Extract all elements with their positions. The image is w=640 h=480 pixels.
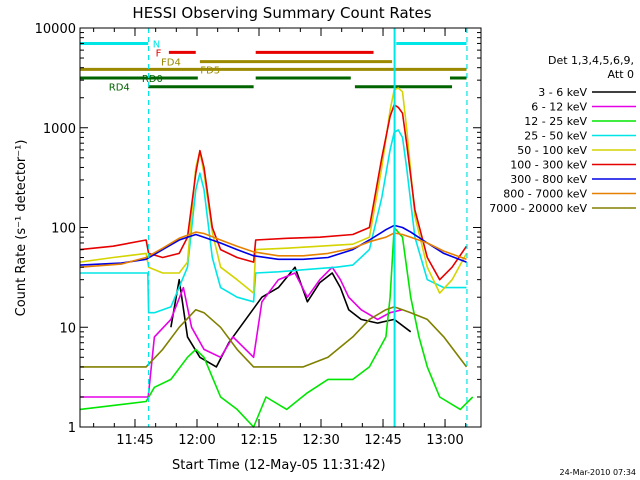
series-lines bbox=[79, 87, 474, 428]
x-tick-label: 12:00 bbox=[178, 433, 215, 448]
series-line-300-800-kev bbox=[79, 224, 467, 266]
series-line-12-25-kev bbox=[79, 226, 474, 428]
legend: Det 1,3,4,5,6,9,Att 0 3 - 6 keV 6 - 12 keV… bbox=[489, 54, 636, 215]
series-line-7000-20000-kev bbox=[80, 306, 468, 368]
legend-label-25-50-kev: 25 - 50 keV bbox=[524, 130, 587, 143]
x-tick-label: 12:15 bbox=[240, 433, 277, 448]
axes: 1 10 100 1000 10000 11:45 12:00 12:15 12:30 12:45… bbox=[35, 22, 481, 448]
legend-label-6-12-kev: 6 - 12 keV bbox=[531, 101, 587, 114]
series-line-25-50-kev bbox=[80, 129, 467, 314]
legend-label-300-800-kev: 300 - 800 keV bbox=[510, 173, 587, 186]
series-line-6-12-kev bbox=[80, 266, 403, 398]
legend-label-3-6-kev: 3 - 6 keV bbox=[538, 86, 587, 99]
y-tick-label: 1 bbox=[68, 421, 76, 436]
x-tick-label: 12:45 bbox=[364, 433, 401, 448]
y-tick-label: 10 bbox=[59, 321, 76, 336]
x-axis-label: Start Time (12-May-05 11:31:42) bbox=[172, 458, 386, 473]
flag-label-fd4: FD4 bbox=[161, 58, 181, 69]
flag-label-fd5: FD5 bbox=[200, 65, 220, 76]
x-tick-label: 13:00 bbox=[426, 433, 463, 448]
flag-label-n: N bbox=[153, 39, 160, 50]
y-axis-label: Count Rate (s⁻¹ detector⁻¹) bbox=[14, 140, 29, 317]
series-line-100-300-kev bbox=[79, 104, 468, 281]
footer-date: 24-Mar-2010 07:34 bbox=[560, 468, 637, 477]
flag-label-f: F bbox=[156, 48, 162, 59]
flag-label-rd0: RD0 bbox=[142, 74, 163, 85]
y-tick-label: 1000 bbox=[43, 122, 76, 137]
legend-label-50-100-kev: 50 - 100 keV bbox=[517, 144, 587, 157]
x-tick-label: 12:30 bbox=[302, 433, 339, 448]
series-line-800-7000-kev bbox=[79, 231, 467, 268]
legend-label-7000-20000-kev: 7000 - 20000 keV bbox=[489, 202, 587, 215]
legend-label-800-7000-kev: 800 - 7000 keV bbox=[503, 188, 587, 201]
series-line-50-100-kev bbox=[79, 87, 468, 294]
legend-header-line: Det 1,3,4,5,6,9, bbox=[548, 54, 634, 67]
chart-title: HESSI Observing Summary Count Rates bbox=[132, 4, 431, 22]
flag-label-rd4: RD4 bbox=[109, 83, 130, 94]
legend-header-line: Att 0 bbox=[608, 68, 634, 81]
y-tick-label: 10000 bbox=[35, 22, 76, 37]
y-tick-label: 100 bbox=[51, 222, 76, 237]
attenuator-lines bbox=[148, 28, 468, 427]
x-tick-label: 11:45 bbox=[116, 433, 153, 448]
legend-label-12-25-kev: 12 - 25 keV bbox=[524, 115, 587, 128]
legend-label-100-300-kev: 100 - 300 keV bbox=[510, 159, 587, 172]
